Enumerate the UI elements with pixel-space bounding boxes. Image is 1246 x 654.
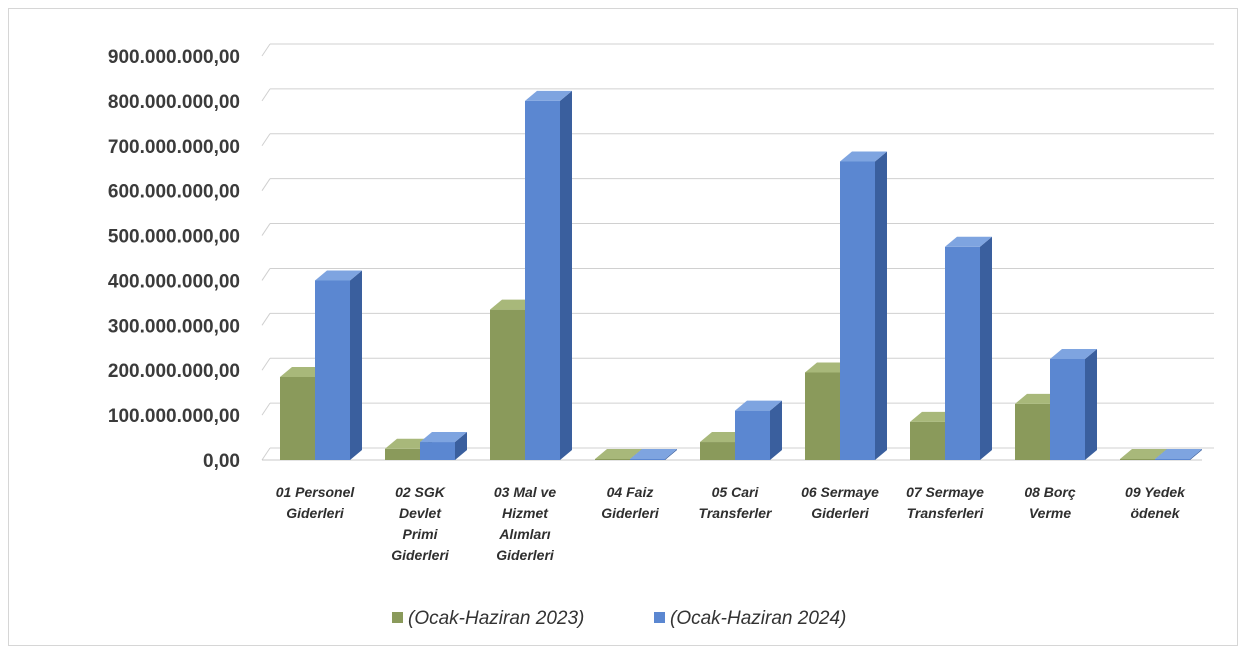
bar-top xyxy=(1050,349,1097,359)
bar-front xyxy=(315,280,350,460)
x-tick-label: 04 Faiz Giderleri xyxy=(601,484,660,521)
bar-side xyxy=(350,270,362,460)
bar-side xyxy=(1190,449,1202,460)
bar-front xyxy=(910,421,945,460)
bar xyxy=(945,236,992,460)
gridline-depth xyxy=(261,223,271,236)
y-tick-label: 800.000.000,00 xyxy=(108,92,240,113)
y-tick-label: 100.000.000,00 xyxy=(108,406,240,427)
y-tick-label: 500.000.000,00 xyxy=(108,227,240,248)
bar-top xyxy=(315,270,362,281)
bar-side xyxy=(875,151,887,460)
bar-front xyxy=(735,410,770,460)
y-tick-label: 300.000.000,00 xyxy=(108,316,240,337)
bar xyxy=(1050,349,1097,460)
bar-front xyxy=(805,372,840,460)
bar-front xyxy=(1050,359,1085,460)
bar-side xyxy=(560,90,572,460)
bar-front xyxy=(840,161,875,460)
bar-front xyxy=(385,448,420,460)
chart-frame xyxy=(8,8,1238,646)
bar-top xyxy=(945,236,992,247)
bar-top xyxy=(840,151,887,162)
bar-top xyxy=(630,449,677,459)
gridline-depth xyxy=(261,357,271,371)
bar xyxy=(315,270,362,460)
y-axis: 0,00 100.000.000,00 200.000.000,00 300.000.… xyxy=(108,47,240,472)
bar-side xyxy=(1085,349,1097,460)
x-tick-label: 01 Personel Giderleri xyxy=(276,484,356,521)
bar-front xyxy=(945,246,980,460)
bar-side xyxy=(455,432,467,460)
bar-side xyxy=(980,236,992,460)
y-tick-label: 600.000.000,00 xyxy=(108,182,240,203)
bar-front xyxy=(280,376,315,460)
bar xyxy=(735,400,782,460)
y-tick-label: 0,00 xyxy=(203,451,240,472)
gridline-depth xyxy=(261,178,271,191)
bar-top xyxy=(525,90,572,101)
bar-side xyxy=(665,449,677,460)
bar xyxy=(840,151,887,460)
bar-front xyxy=(630,459,665,460)
gridline-depth xyxy=(261,313,271,326)
bar-front xyxy=(525,100,560,460)
bar-front xyxy=(1015,403,1050,460)
gridline-depth xyxy=(261,88,271,102)
bar-front xyxy=(490,309,525,460)
legend-swatch xyxy=(392,612,403,623)
x-tick-label: 03 Mal ve Hizmet Alımları Giderleri xyxy=(494,484,556,563)
x-tick-label: 02 SGK Devlet Primi Giderleri xyxy=(391,484,450,563)
x-tick-label: 07 Sermaye Transferleri xyxy=(906,484,984,521)
gridline-depth xyxy=(261,133,271,147)
bar-top xyxy=(595,449,642,459)
gridline-depth xyxy=(261,447,271,461)
x-axis: 01 Personel Giderleri 02 SGK Devlet Primi Gid… xyxy=(276,484,1186,563)
gridline-depth xyxy=(261,43,271,57)
y-tick-label: 700.000.000,00 xyxy=(108,137,240,158)
x-tick-label: 06 Sermaye Giderleri xyxy=(801,484,879,521)
bar-front xyxy=(595,459,630,460)
bar-top xyxy=(1120,449,1167,459)
legend-swatch xyxy=(654,612,665,623)
bar xyxy=(525,90,572,460)
bar-top xyxy=(735,400,782,411)
legend: (Ocak-Haziran 2023) (Ocak-Haziran 2024) xyxy=(392,608,846,629)
bar-front xyxy=(700,442,735,460)
bar xyxy=(420,432,467,460)
gridline-depth xyxy=(261,402,271,416)
bar-top xyxy=(1155,449,1202,459)
y-tick-label: 200.000.000,00 xyxy=(108,361,240,382)
bar xyxy=(1155,449,1202,460)
y-tick-label: 400.000.000,00 xyxy=(108,271,240,292)
bar-front xyxy=(1120,459,1155,460)
x-tick-label: 09 Yedek ödenek xyxy=(1125,484,1186,521)
x-tick-label: 05 Cari Transferler xyxy=(699,484,773,521)
bars xyxy=(280,90,1202,460)
gridline-depth xyxy=(261,268,271,281)
legend-label: (Ocak-Haziran 2023) xyxy=(408,608,584,629)
bar-front xyxy=(420,442,455,460)
bar-top xyxy=(420,432,467,443)
bar-front xyxy=(1155,459,1190,460)
x-tick-label: 08 Borç Verme xyxy=(1024,484,1076,521)
bar xyxy=(630,449,677,460)
y-tick-label: 900.000.000,00 xyxy=(108,47,240,68)
legend-label: (Ocak-Haziran 2024) xyxy=(670,608,846,629)
bar-side xyxy=(770,400,782,460)
